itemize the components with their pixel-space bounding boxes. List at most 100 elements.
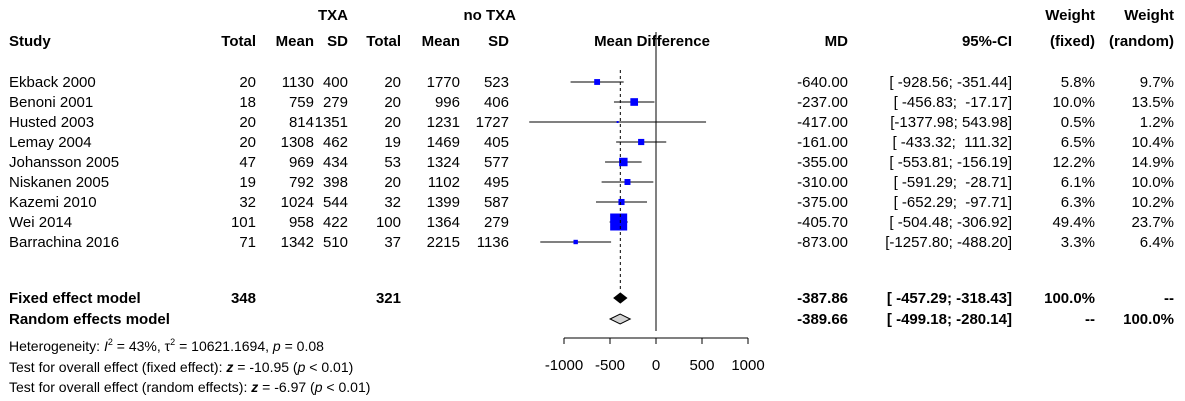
total-c: 37 [384, 234, 401, 251]
study-square [630, 98, 639, 106]
pooled-weight-fixed: 100.0% [1044, 290, 1095, 307]
header-md: MD [825, 33, 848, 50]
pooled-weight-random: -- [1164, 290, 1174, 307]
pooled-ci: [ -499.18; -280.14] [887, 311, 1012, 328]
sd-e: 1351 [315, 114, 348, 131]
mean-c: 1469 [427, 134, 460, 151]
mean-c: 1770 [427, 74, 460, 91]
sd-c: 1727 [476, 114, 509, 131]
study-rows: Ekback 2000 20 1130 400 20 1770 523 -640.00 [ -9… [9, 74, 1174, 328]
sd-c: 577 [484, 154, 509, 171]
study-name: Lemay 2004 [9, 134, 92, 151]
mean-c: 1324 [427, 154, 460, 171]
x-tick-label: -1000 [545, 357, 583, 374]
group-header-experimental: TXA [318, 7, 348, 24]
weight-random: 1.2% [1140, 114, 1174, 131]
total-e: 19 [239, 174, 256, 191]
study-name: Johansson 2005 [9, 154, 119, 171]
study-square [618, 198, 625, 206]
header-weight-fixed-2: (fixed) [1050, 33, 1095, 50]
pooled-md: -389.66 [797, 311, 848, 328]
header-sd-e: SD [327, 33, 348, 50]
mean-c: 1364 [427, 214, 460, 231]
pooled-ci: [ -457.29; -318.43] [887, 290, 1012, 307]
study-name: Niskanen 2005 [9, 174, 109, 191]
study-square [573, 239, 578, 245]
pooled-weight-fixed: -- [1085, 311, 1095, 328]
mean-c: 1102 [428, 174, 460, 191]
sd-c: 523 [484, 74, 509, 91]
weight-random: 9.7% [1140, 74, 1174, 91]
total-c: 19 [384, 134, 401, 151]
study-name: Barrachina 2016 [9, 234, 119, 251]
group-header-control: no TXA [464, 7, 517, 24]
sd-e: 510 [323, 234, 348, 251]
plot-marks [529, 32, 707, 331]
study-name: Kazemi 2010 [9, 194, 97, 211]
sd-c: 1136 [477, 234, 509, 251]
weight-fixed: 5.8% [1061, 74, 1095, 91]
heterogeneity-text: Heterogeneity: I2 = 43%, τ2 = 10621.1694… [9, 337, 324, 354]
mean-c: 1231 [427, 114, 460, 131]
total-e: 47 [239, 154, 256, 171]
total-e: 32 [239, 194, 256, 211]
header-total-e: Total [221, 33, 256, 50]
random-effects-diamond [608, 313, 632, 325]
overall-effect-test: Test for overall effect (random effects)… [9, 379, 370, 395]
sd-c: 279 [484, 214, 509, 231]
weight-fixed: 10.0% [1052, 94, 1095, 111]
ci-value: [ -928.56; -351.44] [889, 74, 1012, 91]
sd-e: 400 [323, 74, 348, 91]
mean-e: 1342 [281, 234, 314, 251]
sd-e: 544 [323, 194, 348, 211]
x-tick-label: 1000 [731, 357, 764, 374]
total-c: 20 [384, 174, 401, 191]
md-value: -355.00 [797, 154, 848, 171]
sd-e: 398 [323, 174, 348, 191]
sd-c: 495 [484, 174, 509, 191]
header-weight-random-1: Weight [1124, 7, 1174, 24]
pooled-total-c: 321 [376, 290, 401, 307]
weight-fixed: 12.2% [1052, 154, 1095, 171]
mean-e: 792 [289, 174, 314, 191]
header-total-c: Total [366, 33, 401, 50]
study-name: Husted 2003 [9, 114, 94, 131]
md-value: -640.00 [797, 74, 848, 91]
total-e: 18 [239, 94, 256, 111]
x-tick-label: -500 [595, 357, 625, 374]
total-c: 53 [384, 154, 401, 171]
study-square [619, 157, 628, 167]
study-square [594, 79, 601, 85]
study-square [638, 138, 645, 146]
mean-e: 1308 [281, 134, 314, 151]
total-e: 20 [239, 114, 256, 131]
mean-c: 1399 [427, 194, 460, 211]
pooled-md: -387.86 [797, 290, 848, 307]
pooled-name: Random effects model [9, 311, 170, 328]
total-c: 100 [376, 214, 401, 231]
sd-e: 279 [323, 94, 348, 111]
study-square [610, 213, 628, 231]
study-name: Wei 2014 [9, 214, 72, 231]
study-name: Benoni 2001 [9, 94, 93, 111]
sd-e: 434 [323, 154, 348, 171]
sd-e: 462 [323, 134, 348, 151]
x-tick-label: 500 [689, 357, 714, 374]
mean-e: 759 [289, 94, 314, 111]
header-study: Study [9, 33, 51, 50]
ci-value: [ -553.81; -156.19] [889, 154, 1012, 171]
sd-c: 587 [484, 194, 509, 211]
total-e: 71 [239, 234, 256, 251]
sd-e: 422 [323, 214, 348, 231]
header-weight-random-2: (random) [1109, 33, 1174, 50]
header-sd-c: SD [488, 33, 509, 50]
weight-fixed: 0.5% [1061, 114, 1095, 131]
x-tick-label: 0 [652, 357, 660, 374]
md-value: -161.00 [797, 134, 848, 151]
mean-e: 814 [289, 114, 314, 131]
weight-random: 10.0% [1131, 174, 1174, 191]
md-value: -405.70 [797, 214, 848, 231]
header-plot: Mean Difference [594, 33, 710, 50]
pooled-total-e: 348 [231, 290, 256, 307]
